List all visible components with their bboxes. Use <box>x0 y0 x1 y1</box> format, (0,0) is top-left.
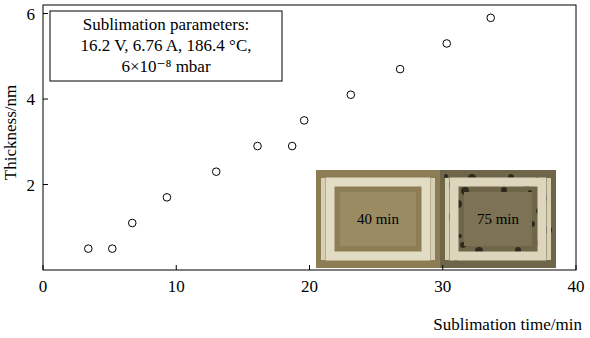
annotation-box <box>50 11 282 81</box>
point <box>212 168 220 176</box>
photo-spot <box>444 174 448 178</box>
y-axis-title: Thickness/nm <box>1 85 20 180</box>
photo-bg <box>440 170 556 268</box>
points <box>85 14 495 252</box>
annotation-line: 16.2 V, 6.76 A, 186.4 °C, <box>80 36 251 55</box>
inset-label: 75 min <box>477 211 520 227</box>
x-tick-label: 30 <box>434 277 451 296</box>
photo-spot <box>458 234 462 238</box>
photo-bg <box>316 170 440 268</box>
x-tick <box>176 265 177 270</box>
point <box>396 65 404 73</box>
side-bar <box>431 178 435 260</box>
ring-inner <box>464 192 532 246</box>
x-axis-title: Sublimation time/min <box>433 315 582 334</box>
annotation: Sublimation parameters: 16.2 V, 6.76 A, 1… <box>50 11 282 81</box>
inset-photo: 40 min <box>316 170 440 268</box>
x-tick-label: 20 <box>301 277 318 296</box>
point <box>163 194 171 202</box>
inset-label: 40 min <box>357 211 400 227</box>
inset-photo: 75 min <box>440 170 556 268</box>
side-bar <box>321 178 325 260</box>
y-tick-label: 4 <box>27 90 36 109</box>
annotation-line: Sublimation parameters: <box>83 15 250 34</box>
y-tick-label: 2 <box>27 176 36 195</box>
x-tick-label: 10 <box>168 277 185 296</box>
ring-inner <box>340 192 416 246</box>
x-tick-label: 0 <box>39 277 48 296</box>
point <box>347 91 355 99</box>
point <box>254 142 262 150</box>
point <box>487 14 495 22</box>
x-tick <box>309 265 310 270</box>
side-bar <box>445 178 449 260</box>
ring <box>330 182 426 256</box>
y-tick <box>43 13 48 14</box>
point <box>85 245 93 253</box>
x-tick <box>43 265 44 270</box>
side-bar <box>547 178 551 260</box>
x-tick-label: 40 <box>568 277 585 296</box>
point <box>300 117 308 125</box>
annotation-line: 6×10⁻⁸ mbar <box>121 57 211 76</box>
y-tick <box>43 99 48 100</box>
chart: 40 min 75 min 0 10 20 30 40 2 4 6 Sublimation time… <box>0 0 590 338</box>
y-tick <box>43 184 48 185</box>
point <box>108 245 116 253</box>
x-tick <box>442 265 443 270</box>
y-tick-label: 6 <box>27 5 36 24</box>
x-tick <box>576 265 577 270</box>
frame <box>43 5 576 270</box>
point <box>443 40 451 48</box>
ring <box>454 182 542 256</box>
point <box>288 142 296 150</box>
point <box>128 219 136 227</box>
